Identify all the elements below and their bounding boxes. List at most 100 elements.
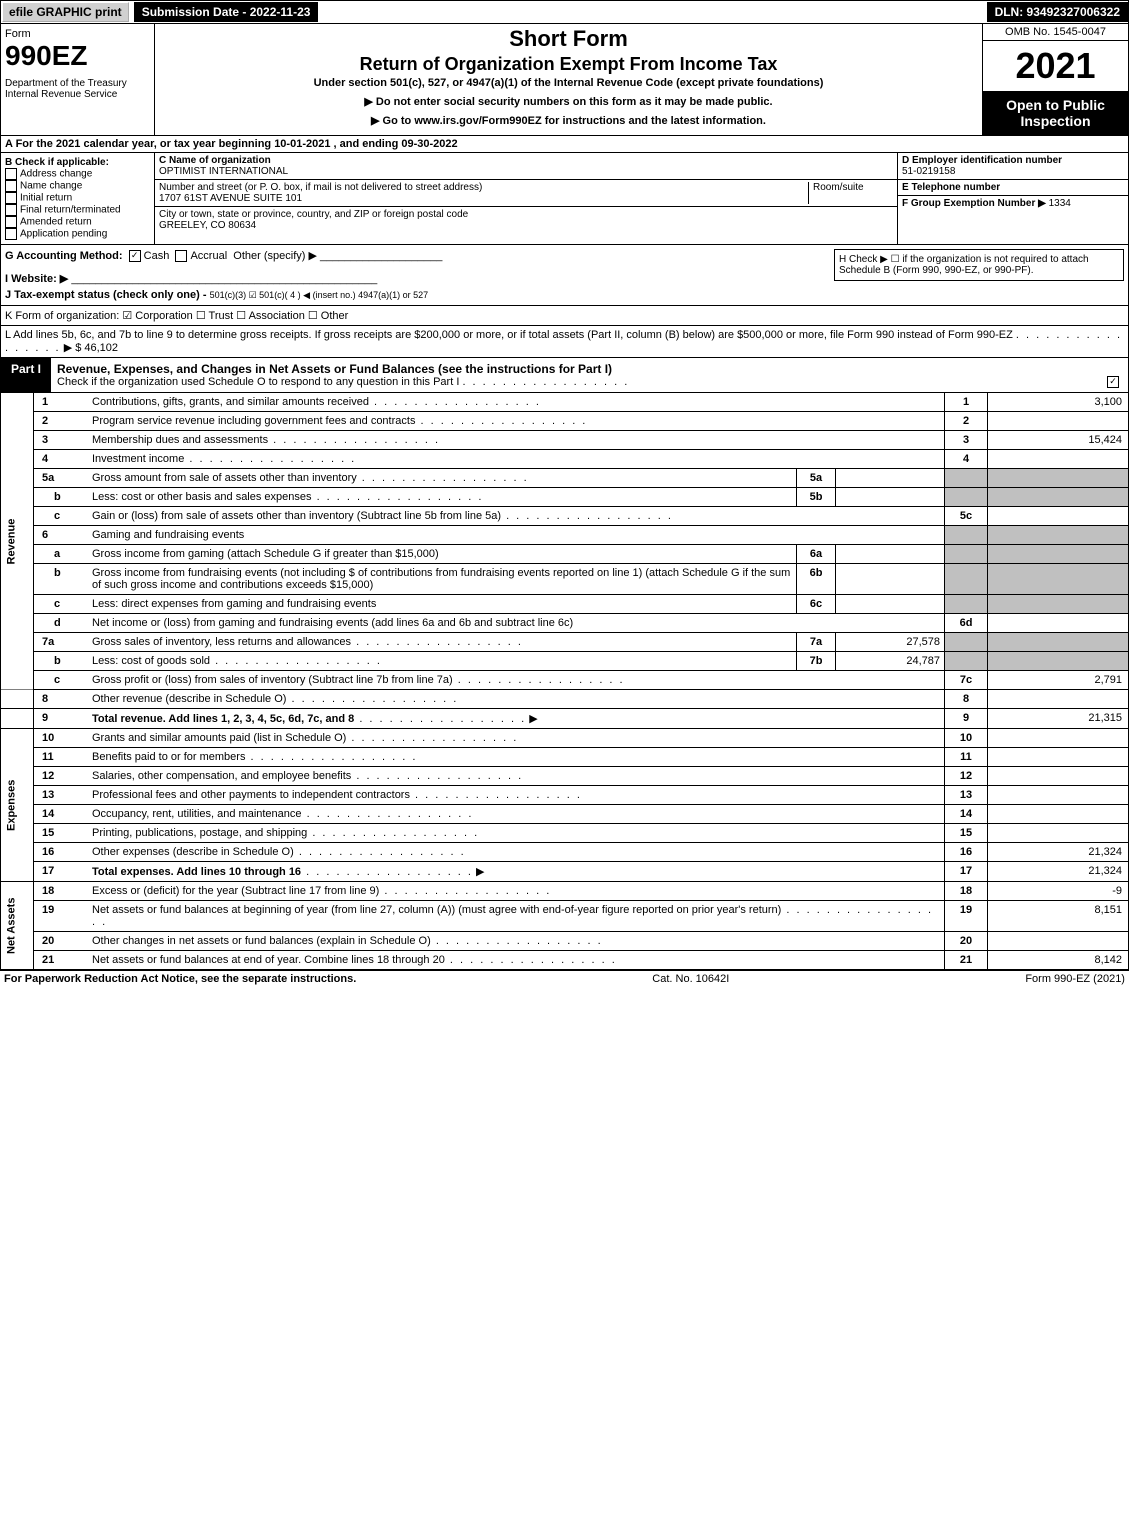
ln-11-v [988,748,1129,767]
ln-6c-iv [836,595,945,614]
ln-13-v [988,786,1129,805]
ln-20-d: Other changes in net assets or fund bala… [92,935,431,947]
col-b-label: B Check if applicable: [5,157,109,168]
opt-pending: Application pending [20,229,107,240]
side-expenses: Expenses [1,729,34,882]
part1-header: Part I Revenue, Expenses, and Changes in… [0,358,1129,393]
ln-15-c: 15 [945,824,988,843]
part1-check: Check if the organization used Schedule … [57,376,459,388]
checkbox-schedule-o[interactable] [1107,376,1119,388]
ln-14-v [988,805,1129,824]
ln-5a-cg [945,469,988,488]
tax-year: 2021 [983,41,1128,91]
opt-name: Name change [20,181,82,192]
ln-4-n: 4 [34,450,89,469]
ln-7a-n: 7a [34,633,89,652]
ln-9-c: 9 [945,709,988,729]
ln-13-c: 13 [945,786,988,805]
form-number: 990EZ [5,40,150,72]
ln-12-n: 12 [34,767,89,786]
ln-16-c: 16 [945,843,988,862]
ln-21-d: Net assets or fund balances at end of ye… [92,954,445,966]
city: GREELEY, CO 80634 [159,220,256,231]
ln-11-n: 11 [34,748,89,767]
ln-1-n: 1 [34,393,89,412]
ln-17-v: 21,324 [988,862,1129,882]
ln-6-d: Gaming and fundraising events [88,526,945,545]
ln-8-v [988,690,1129,709]
form-word: Form [5,28,150,40]
checkbox-final[interactable] [5,204,17,216]
ln-10-c: 10 [945,729,988,748]
ein: 51-0219158 [902,166,955,177]
part1-title: Revenue, Expenses, and Changes in Net As… [51,358,1128,392]
ln-5b-iv [836,488,945,507]
info-block: B Check if applicable: Address change Na… [0,153,1129,245]
ln-16-d: Other expenses (describe in Schedule O) [92,846,294,858]
side-rev-tail2 [1,709,34,729]
org-name: OPTIMIST INTERNATIONAL [159,166,288,177]
checkbox-amended[interactable] [5,216,17,228]
ln-4-d: Investment income [92,453,184,465]
ln-7a-iv: 27,578 [836,633,945,652]
ln-5c-c: 5c [945,507,988,526]
g-other: Other (specify) ▶ [233,250,317,262]
street: 1707 61ST AVENUE SUITE 101 [159,193,302,204]
efile-print-button[interactable]: efile GRAPHIC print [2,2,129,22]
city-label: City or town, state or province, country… [159,209,468,220]
col-c: C Name of organization OPTIMIST INTERNAT… [155,153,898,244]
ln-19-n: 19 [34,901,89,932]
opt-address: Address change [20,169,92,180]
ln-17-n: 17 [34,862,89,882]
ln-18-v: -9 [988,882,1129,901]
ln-6c-ib: 6c [797,595,836,614]
ln-12-d: Salaries, other compensation, and employ… [92,770,351,782]
ln-21-n: 21 [34,951,89,970]
checkbox-accrual[interactable] [175,250,187,262]
g-cash: Cash [144,250,170,262]
i-label: I Website: ▶ [5,273,68,285]
footer: For Paperwork Reduction Act Notice, see … [0,970,1129,987]
ln-5a-ib: 5a [797,469,836,488]
ln-7c-n: c [34,671,89,690]
ln-19-v: 8,151 [988,901,1129,932]
ln-12-v [988,767,1129,786]
ln-15-d: Printing, publications, postage, and shi… [92,827,307,839]
ln-5b-ib: 5b [797,488,836,507]
ln-6-n: 6 [34,526,89,545]
checkbox-initial[interactable] [5,192,17,204]
checkbox-name-change[interactable] [5,180,17,192]
header-left: Form 990EZ Department of the Treasury In… [1,24,155,135]
ln-16-v: 21,324 [988,843,1129,862]
ln-10-n: 10 [34,729,89,748]
goto-link[interactable]: ▶ Go to www.irs.gov/Form990EZ for instru… [161,114,976,127]
top-bar: efile GRAPHIC print Submission Date - 20… [0,0,1129,24]
ln-14-n: 14 [34,805,89,824]
ln-5a-vg [988,469,1129,488]
checkbox-cash[interactable] [129,250,141,262]
ln-7a-d: Gross sales of inventory, less returns a… [92,636,351,648]
header-right: OMB No. 1545-0047 2021 Open to Public In… [982,24,1128,135]
part1-table: Revenue 1 Contributions, gifts, grants, … [0,393,1129,970]
checkbox-pending[interactable] [5,228,17,240]
h-box: H Check ▶ ☐ if the organization is not r… [834,249,1124,281]
part1-title-text: Revenue, Expenses, and Changes in Net As… [57,362,612,376]
checkbox-address-change[interactable] [5,168,17,180]
ln-10-d: Grants and similar amounts paid (list in… [92,732,346,744]
ln-7b-vg [988,652,1129,671]
line-j: J Tax-exempt status (check only one) - 5… [5,289,1124,301]
ln-5c-n: c [34,507,89,526]
ln-5a-d: Gross amount from sale of assets other t… [92,472,357,484]
row-l: L Add lines 5b, 6c, and 7b to line 9 to … [0,326,1129,358]
submission-date: Submission Date - 2022-11-23 [134,2,319,22]
ln-9-n: 9 [34,709,89,729]
side-revenue: Revenue [1,393,34,690]
ln-7c-d: Gross profit or (loss) from sales of inv… [92,674,453,686]
return-title: Return of Organization Exempt From Incom… [161,54,976,75]
ln-14-c: 14 [945,805,988,824]
ln-21-v: 8,142 [988,951,1129,970]
ln-7b-d: Less: cost of goods sold [92,655,210,667]
ln-1-c: 1 [945,393,988,412]
col-d: D Employer identification number 51-0219… [898,153,1128,244]
j-label: J Tax-exempt status (check only one) - [5,289,207,301]
